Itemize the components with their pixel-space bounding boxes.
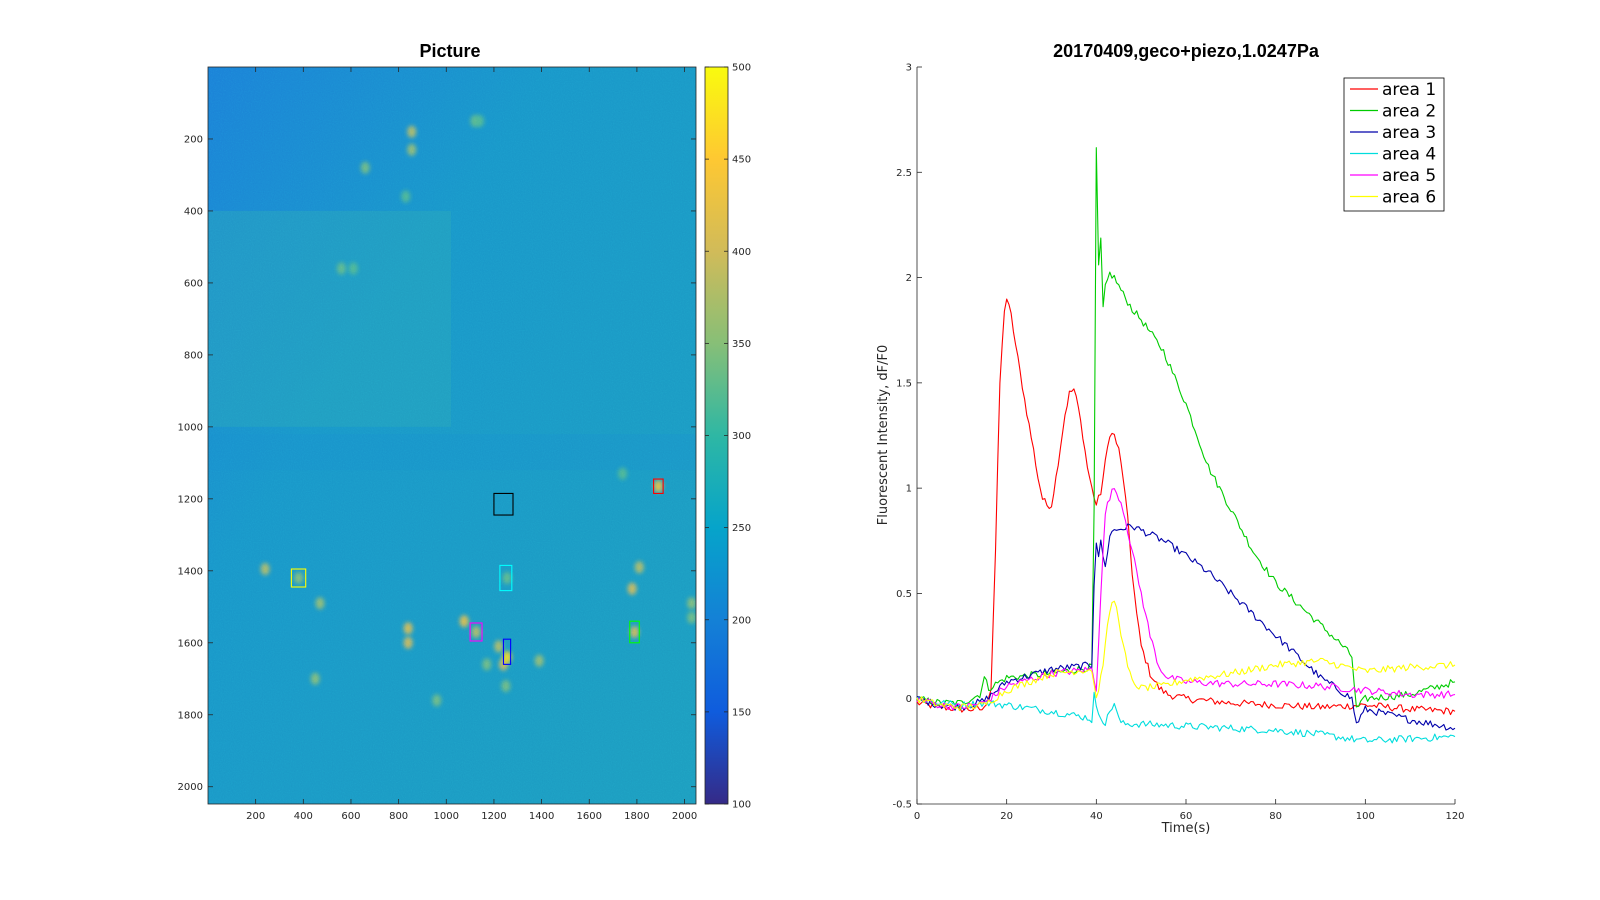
- legend-label: area 4: [1382, 145, 1436, 165]
- image-x-ticks: 200 400 600 800 1000 1200 1400 1600 1800 2000: [246, 67, 697, 822]
- y-tick-label: 1400: [178, 566, 203, 577]
- y-tick-label: 400: [184, 206, 203, 217]
- image-noise: [208, 67, 696, 804]
- y-tick-label: 1: [906, 484, 912, 495]
- colorbar-tick-label: 350: [732, 339, 751, 350]
- y-tick-label: 600: [184, 278, 203, 289]
- x-tick-label: 1200: [481, 811, 506, 822]
- y-tick-label: -0.5: [892, 800, 912, 811]
- x-tick-label: 1400: [529, 811, 554, 822]
- roi-box[interactable]: [629, 620, 640, 644]
- x-tick-label: 80: [1269, 811, 1282, 822]
- legend-label: area 3: [1382, 123, 1436, 143]
- image-panel: Picture: [178, 41, 752, 822]
- colorbar-tick-label: 250: [732, 523, 751, 534]
- x-tick-label: 400: [294, 811, 313, 822]
- legend-label: area 2: [1382, 102, 1436, 122]
- y-tick-label: 1200: [178, 494, 203, 505]
- series-line-area-4: [916, 691, 1456, 744]
- colorbar-tick-label: 300: [732, 431, 751, 442]
- roi-box[interactable]: [653, 478, 664, 494]
- series-lines: [916, 147, 1456, 744]
- y-tick-label: 1600: [178, 638, 203, 649]
- image-title: Picture: [419, 41, 480, 61]
- roi-box[interactable]: [290, 568, 307, 588]
- line-chart-panel: 20170409,geco+piezo,1.0247Pa 0 20 40 60 80 10…: [876, 41, 1465, 836]
- y-tick-label: 2000: [178, 782, 203, 793]
- colorbar-tick-label: 200: [732, 615, 751, 626]
- x-tick-label: 200: [246, 811, 265, 822]
- y-tick-label: 0: [906, 694, 912, 705]
- y-axis-label: Fluorescent Intensity, dF/F0: [876, 345, 891, 525]
- x-tick-label: 120: [1445, 811, 1464, 822]
- y-tick-label: 200: [184, 134, 203, 145]
- colorbar-ticks: 100 150 200 250 300 350 400 450 500: [705, 63, 751, 811]
- series-line-area-3: [916, 523, 1456, 731]
- y-tick-label: 1000: [178, 422, 203, 433]
- line-x-ticks: 0 20 40 60 80 100 120: [914, 799, 1465, 822]
- image-heatmap[interactable]: [208, 67, 696, 804]
- line-y-ticks: -0.5 0 0.5 1 1.5 2 2.5 3: [892, 63, 922, 811]
- x-axis-label: Time(s): [1161, 821, 1211, 836]
- x-tick-label: 800: [389, 811, 408, 822]
- x-tick-label: 1000: [434, 811, 459, 822]
- colorbar-tick-label: 500: [732, 63, 751, 74]
- y-tick-label: 1.5: [896, 378, 912, 389]
- legend-label: area 5: [1382, 166, 1436, 186]
- x-tick-label: 1600: [577, 811, 602, 822]
- x-tick-label: 60: [1180, 811, 1193, 822]
- series-line-area-6: [916, 600, 1456, 711]
- legend-box: [1343, 77, 1445, 212]
- colorbar-tick-label: 450: [732, 155, 751, 166]
- roi-box[interactable]: [493, 492, 514, 516]
- legend-label: area 6: [1382, 188, 1436, 208]
- series-line-area-1: [916, 298, 1456, 716]
- x-tick-label: 100: [1356, 811, 1375, 822]
- colorbar-tick-label: 100: [732, 800, 751, 811]
- colorbar-tick-label: 150: [732, 707, 751, 718]
- x-tick-label: 0: [914, 811, 920, 822]
- roi-box[interactable]: [499, 564, 513, 592]
- y-tick-label: 2.5: [896, 168, 912, 179]
- x-tick-label: 600: [341, 811, 360, 822]
- x-tick-label: 2000: [672, 811, 697, 822]
- x-tick-label: 1800: [624, 811, 649, 822]
- series-line-area-2: [916, 147, 1456, 708]
- x-tick-label: 40: [1090, 811, 1103, 822]
- image-axes-frame: [207, 66, 697, 805]
- y-tick-label: 2: [906, 273, 912, 284]
- legend-label: area 1: [1382, 80, 1436, 100]
- y-tick-label: 1800: [178, 710, 203, 721]
- y-tick-label: 800: [184, 350, 203, 361]
- roi-box[interactable]: [502, 638, 512, 665]
- image-y-ticks: 200 400 600 800 1000 1200 1400 1600 1800 2000: [178, 134, 696, 793]
- y-tick-label: 3: [906, 63, 912, 74]
- roi-boxes: [290, 478, 664, 665]
- line-chart-title: 20170409,geco+piezo,1.0247Pa: [1053, 41, 1320, 61]
- colorbar-tick-label: 400: [732, 247, 751, 258]
- y-tick-label: 0.5: [896, 589, 912, 600]
- series-line-area-5: [916, 488, 1456, 711]
- roi-box[interactable]: [469, 622, 483, 642]
- x-tick-label: 20: [1000, 811, 1013, 822]
